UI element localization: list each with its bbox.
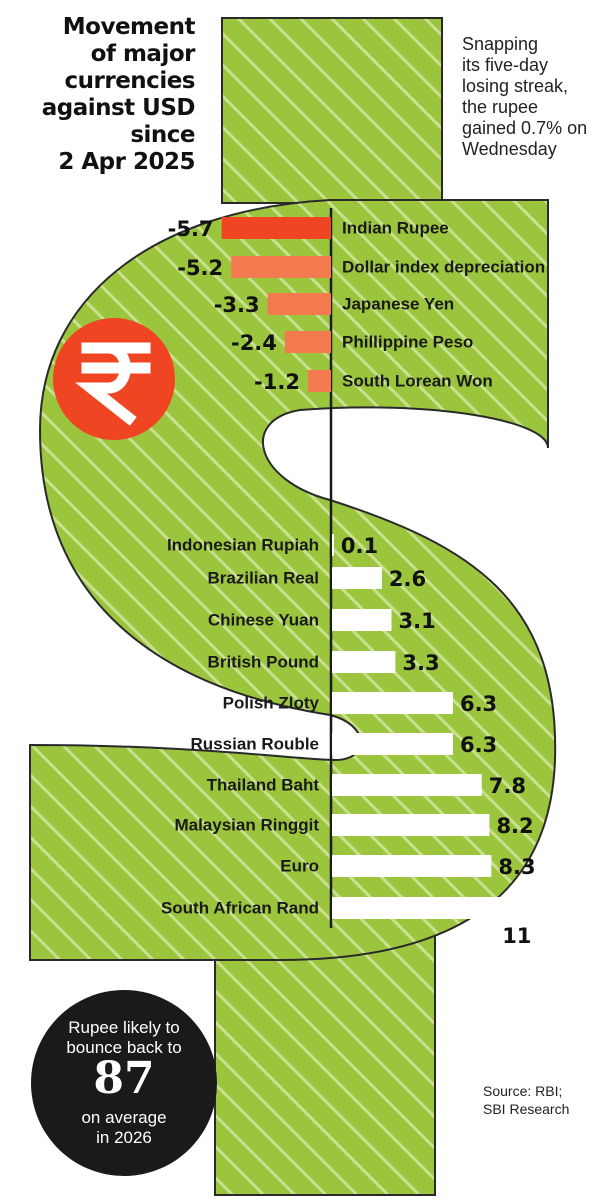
- labels-group: Indian Rupee -5.7 Dollar index depreciatio…: [161, 217, 545, 948]
- value-label: -5.7: [168, 217, 214, 241]
- value-label: -3.3: [214, 293, 260, 317]
- category-label: Russian Rouble: [191, 734, 319, 753]
- bar: [231, 256, 331, 278]
- callout-outro: on average in 2026: [31, 1108, 217, 1148]
- note-line: its five-day: [462, 55, 549, 75]
- title-line: 2 Apr 2025: [58, 149, 195, 175]
- dollar-bottom-bar: [214, 924, 436, 1196]
- callout-line: Rupee likely to: [68, 1018, 180, 1037]
- bar: [332, 692, 453, 714]
- dollar-top-bar: [221, 17, 443, 204]
- note-line: losing streak,: [462, 76, 569, 96]
- source-line: Source: RBI;: [483, 1083, 563, 1099]
- rupee-symbol-icon: [75, 342, 151, 426]
- note-line: gained 0.7% on: [462, 118, 588, 138]
- callout-line: on average: [81, 1108, 167, 1127]
- value-label: 3.3: [402, 651, 439, 675]
- note-line: the rupee: [462, 97, 539, 117]
- category-label: Indian Rupee: [342, 218, 449, 237]
- category-label: South African Rand: [161, 898, 319, 917]
- source-line: SBI Research: [483, 1101, 570, 1117]
- bar: [332, 897, 544, 919]
- value-label: 8.2: [496, 814, 533, 838]
- callout-line: bounce back to: [66, 1038, 182, 1057]
- bar: [307, 370, 331, 392]
- bar: [332, 534, 334, 556]
- category-label: British Pound: [208, 652, 319, 671]
- rupee-note: Snapping its five-day losing streak, the…: [462, 34, 607, 160]
- title-line: since: [130, 122, 195, 148]
- value-label: 6.3: [460, 733, 497, 757]
- note-line: Snapping: [462, 34, 539, 54]
- bar: [267, 293, 331, 315]
- value-label: 7.8: [489, 774, 526, 798]
- bar: [221, 217, 331, 239]
- bar: [332, 733, 453, 755]
- bar: [332, 567, 382, 589]
- title-line: currencies: [64, 68, 196, 94]
- category-label: Euro: [280, 856, 319, 875]
- forecast-callout: Rupee likely to bounce back to 87 on ave…: [31, 990, 217, 1176]
- bar: [332, 609, 392, 631]
- callout-line: in 2026: [96, 1128, 152, 1147]
- bar: [332, 814, 490, 836]
- category-label: Malaysian Ringgit: [174, 815, 319, 834]
- note-line: Wednesday: [462, 139, 557, 159]
- callout-intro: Rupee likely to bounce back to: [31, 1018, 217, 1058]
- category-label: Thailand Baht: [207, 775, 320, 794]
- bars-group: [221, 217, 544, 919]
- rupee-badge: [53, 318, 175, 440]
- value-label: 2.6: [389, 567, 426, 591]
- value-label: 6.3: [460, 692, 497, 716]
- category-label: Brazilian Real: [208, 568, 320, 587]
- bar: [284, 331, 331, 353]
- title-line: of major: [90, 41, 196, 67]
- value-label: 0.1: [341, 534, 378, 558]
- bar: [332, 651, 396, 673]
- value-label: 8.3: [498, 855, 535, 879]
- bar: [332, 855, 492, 877]
- value-label: -5.2: [177, 256, 223, 280]
- bar: [332, 774, 482, 796]
- category-label: Dollar index depreciation: [342, 257, 545, 276]
- title-line: Movement: [62, 14, 196, 40]
- category-label: Japanese Yen: [342, 294, 454, 313]
- callout-value: 87: [93, 1053, 155, 1104]
- value-label: -1.2: [254, 370, 300, 394]
- category-label: Indonesian Rupiah: [167, 535, 319, 554]
- category-label: Chinese Yuan: [208, 610, 319, 629]
- chart-title: Movement of major currencies against USD…: [20, 14, 196, 176]
- value-label: 3.1: [399, 609, 436, 633]
- title-line: against USD: [41, 95, 196, 121]
- category-label: Polish Zloty: [223, 693, 320, 712]
- value-label: -2.4: [231, 331, 277, 355]
- category-label: South Lorean Won: [342, 371, 493, 390]
- category-label: Phillippine Peso: [342, 332, 473, 351]
- source-note: Source: RBI; SBI Research: [483, 1082, 569, 1118]
- value-label: 11: [502, 924, 531, 948]
